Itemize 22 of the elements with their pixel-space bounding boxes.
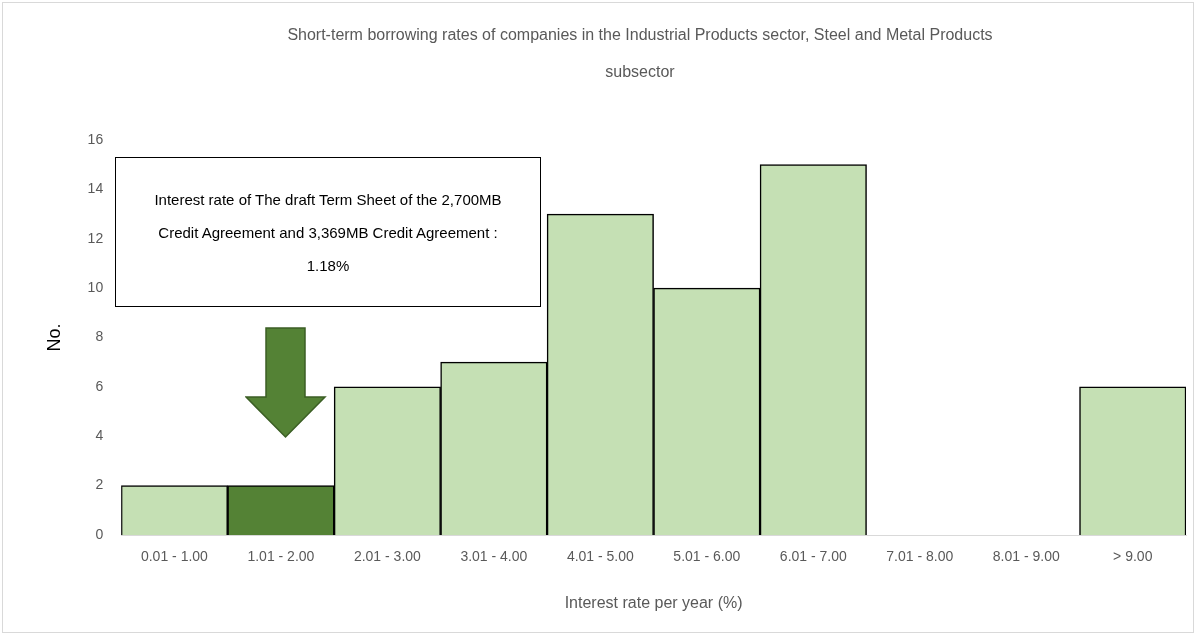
y-tick-label: 0 bbox=[95, 525, 104, 542]
x-tick-label: 4.01 - 5.00 bbox=[566, 548, 635, 565]
x-tick-label: 6.01 - 7.00 bbox=[779, 548, 847, 565]
x-tick-label: 8.01 - 9.00 bbox=[992, 548, 1060, 565]
y-tick-label: 16 bbox=[87, 130, 104, 147]
y-tick-label: 8 bbox=[95, 328, 104, 345]
y-tick-label: 4 bbox=[95, 427, 104, 444]
y-tick-label: 10 bbox=[87, 278, 104, 295]
y-tick-label: 6 bbox=[95, 377, 104, 394]
x-tick-label: 3.01 - 4.00 bbox=[460, 548, 528, 565]
y-tick-label: 14 bbox=[87, 180, 104, 197]
y-tick-label: 2 bbox=[95, 476, 104, 493]
x-tick-label: 7.01 - 8.00 bbox=[886, 548, 954, 565]
x-tick-label: > 9.00 bbox=[1113, 548, 1153, 565]
chart-title: Short-term borrowing rates of companies in the Industrial Products sector, Steel and Metal Products subsector bbox=[287, 26, 993, 80]
x-tick-label: 1.01 - 2.00 bbox=[247, 548, 315, 565]
x-tick-label: 5.01 - 6.00 bbox=[673, 548, 741, 565]
y-axis-title: No. bbox=[43, 323, 64, 352]
x-axis-title: Interest rate per year (%) bbox=[564, 593, 743, 611]
x-tick-label: 0.01 - 1.00 bbox=[140, 548, 209, 565]
y-tick-label: 12 bbox=[87, 229, 104, 246]
x-tick-label: 2.01 - 3.00 bbox=[353, 548, 422, 565]
